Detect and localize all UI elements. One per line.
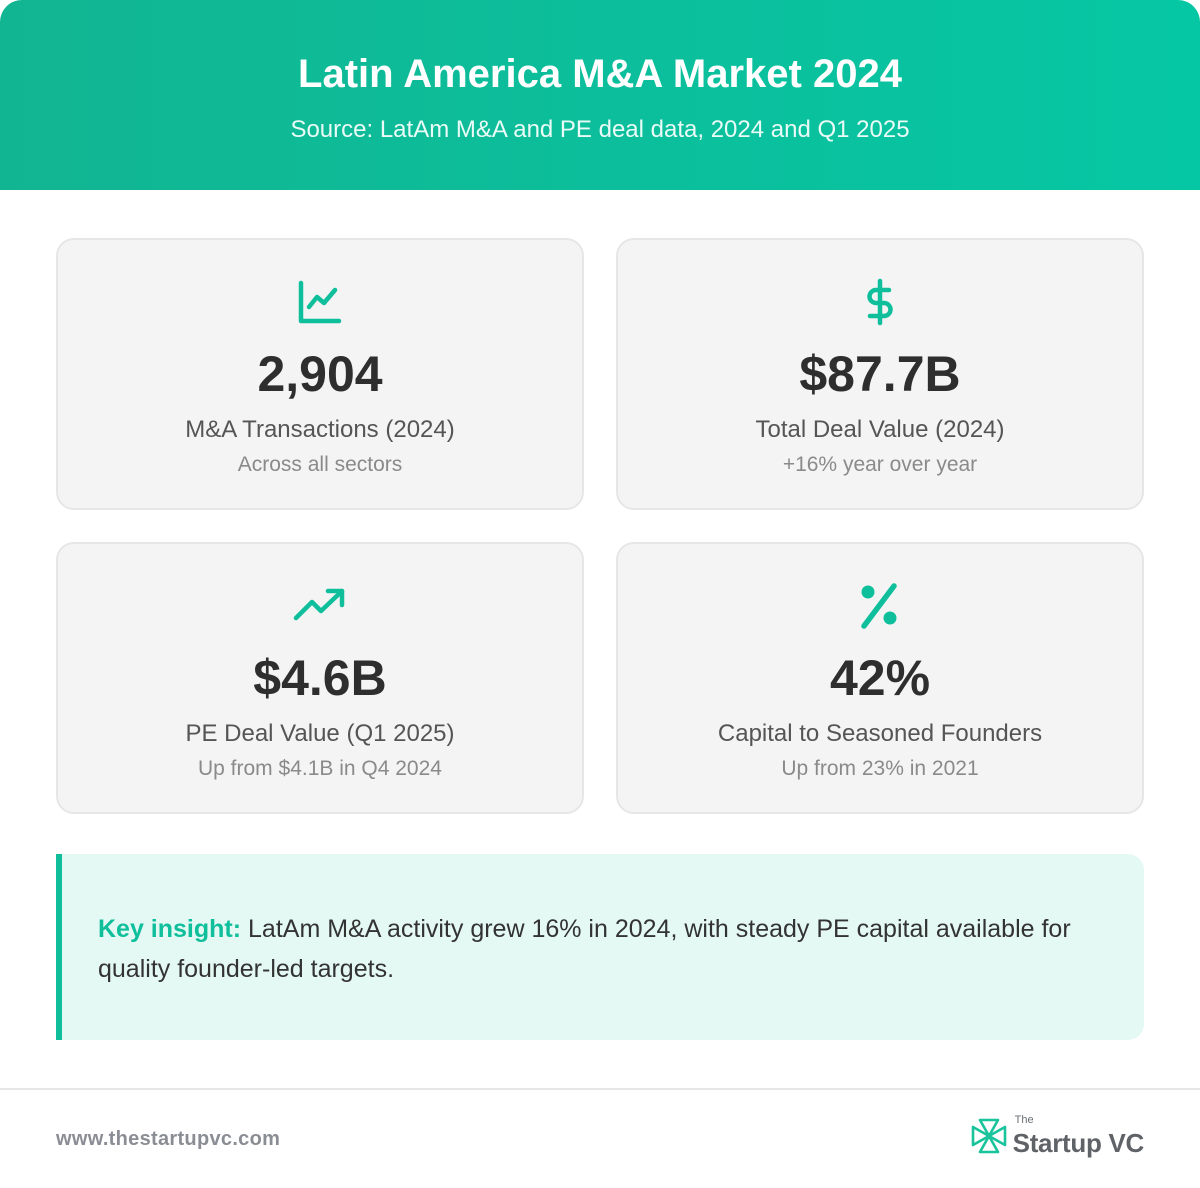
stat-subtext: Across all sectors <box>237 453 403 476</box>
stat-label: PE Deal Value (Q1 2025) <box>185 720 455 747</box>
stat-label: Capital to Seasoned Founders <box>717 720 1043 747</box>
brand-wordmark: The Startup VC <box>1012 1114 1145 1158</box>
page-subtitle: Source: LatAm M&A and PE deal data, 2024… <box>290 116 910 143</box>
stat-card-transactions: 2,904 M&A Transactions (2024) Across all… <box>56 238 584 510</box>
website-link[interactable]: www.thestartupvc.com <box>56 1128 281 1150</box>
stat-subtext: +16% year over year <box>782 453 978 476</box>
stat-label: M&A Transactions (2024) <box>185 416 455 443</box>
stat-value: 2,904 <box>257 346 383 402</box>
brand-name: Startup VC <box>1012 1128 1145 1158</box>
brand-the: The <box>1014 1114 1034 1126</box>
logo-mark-icon <box>971 1118 1006 1154</box>
insight-text: LatAm M&A activity grew 16% in 2024, wit… <box>98 915 1071 983</box>
stat-value: 42% <box>829 650 931 706</box>
stat-label: Total Deal Value (2024) <box>755 416 1005 443</box>
stat-subtext: Up from $4.1B in Q4 2024 <box>198 757 442 780</box>
insight-heading: Key insight: <box>98 915 242 943</box>
dollar-sign-icon <box>618 278 1142 326</box>
stat-value: $4.6B <box>253 650 387 706</box>
percent-icon <box>618 582 1142 630</box>
stat-grid: 2,904 M&A Transactions (2024) Across all… <box>56 238 1144 814</box>
brand-logo: The Startup VC <box>971 1114 1145 1158</box>
stat-value: $87.7B <box>799 346 961 402</box>
line-chart-icon <box>58 278 582 326</box>
stat-card-pe-value: $4.6B PE Deal Value (Q1 2025) Up from $4… <box>56 542 584 814</box>
trending-up-icon <box>58 582 582 630</box>
stat-card-seasoned-founders: 42% Capital to Seasoned Founders Up from… <box>616 542 1144 814</box>
header-banner: Latin America M&A Market 2024 Source: La… <box>0 0 1200 190</box>
footer: www.thestartupvc.com The Startup VC <box>0 1088 1200 1188</box>
page-title: Latin America M&A Market 2024 <box>298 52 902 96</box>
stat-subtext: Up from 23% in 2021 <box>781 757 979 780</box>
stat-card-deal-value: $87.7B Total Deal Value (2024) +16% year… <box>616 238 1144 510</box>
key-insight-callout: Key insight: LatAm M&A activity grew 16%… <box>56 854 1144 1040</box>
